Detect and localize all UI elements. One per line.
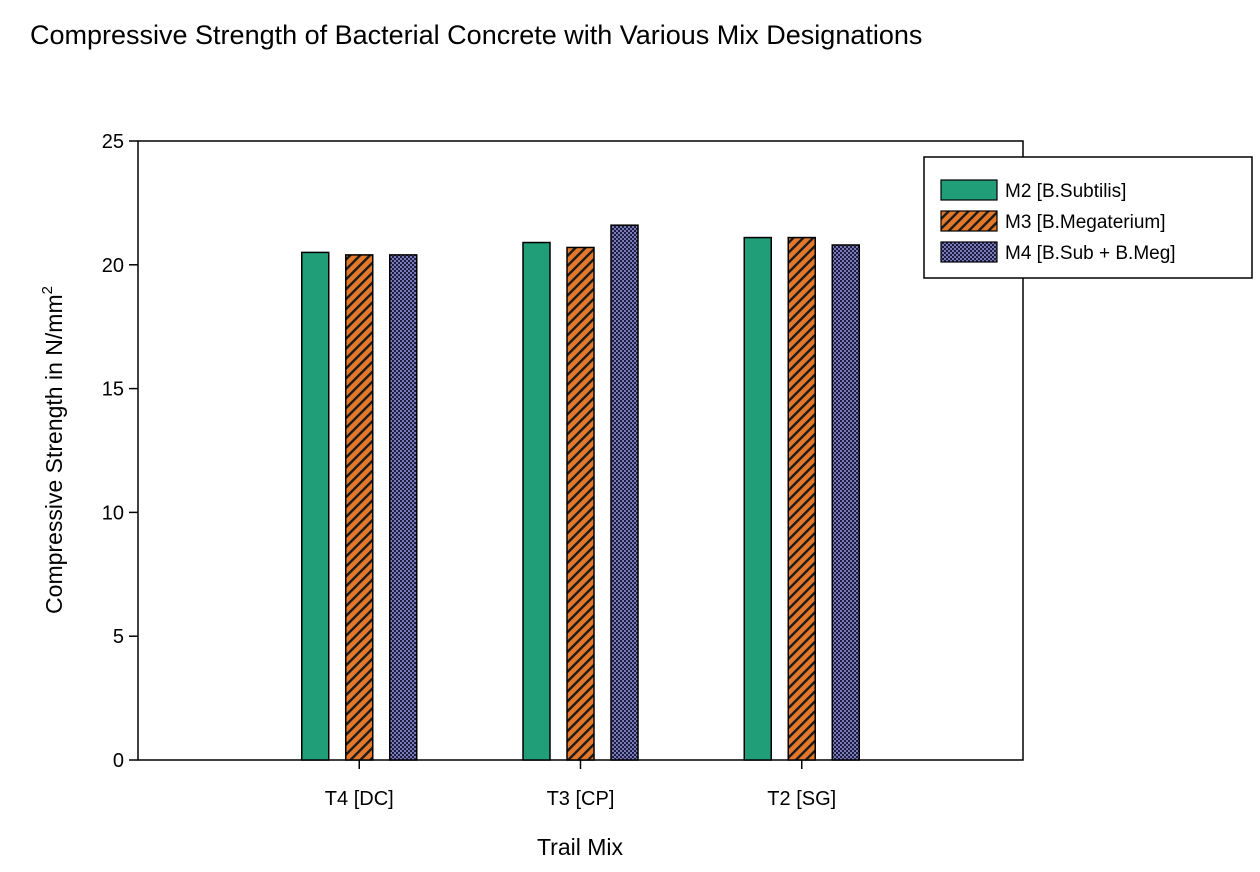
x-tick-label: T2 [SG] xyxy=(767,788,836,810)
bar-3-1 xyxy=(389,254,418,761)
bar-2-3 xyxy=(787,236,816,761)
bar-3-2 xyxy=(610,224,639,761)
legend-swatch xyxy=(940,179,998,201)
legend-swatch xyxy=(940,210,998,232)
bars xyxy=(301,224,860,761)
y-tick-label: 15 xyxy=(102,379,124,401)
x-tick-label: T4 [DC] xyxy=(325,788,394,810)
y-tick-label: 0 xyxy=(113,750,124,772)
y-tick-label: 25 xyxy=(102,131,124,153)
y-tick-label: 5 xyxy=(113,626,124,648)
legend-label: M2 [B.Subtilis] xyxy=(1005,181,1126,202)
y-axis: 0 5 10 15 20 25 xyxy=(102,131,138,772)
legend-label: M3 [B.Megaterium] xyxy=(1005,212,1166,233)
y-axis-label-text: Compressive Strength in N/mm xyxy=(41,294,67,614)
x-tick-label: T3 [CP] xyxy=(547,788,615,810)
legend-label: M4 [B.Sub + B.Meg] xyxy=(1005,243,1176,264)
legend-swatch xyxy=(940,241,998,263)
bar-3-3 xyxy=(831,244,860,761)
legend: M2 [B.Subtilis] M3 [B.Megaterium] M4 [B.Su… xyxy=(923,156,1253,279)
x-axis: T4 [DC] T3 [CP] T2 [SG] xyxy=(325,760,836,810)
bar-1-3 xyxy=(743,236,772,761)
bar-2-1 xyxy=(345,254,374,761)
x-axis-label: Trail Mix xyxy=(537,834,624,860)
bar-1-1 xyxy=(301,251,330,761)
bar-1-2 xyxy=(522,241,551,761)
y-axis-label: Compressive Strength in N/mm2 xyxy=(39,286,67,614)
chart-title: Compressive Strength of Bacterial Concre… xyxy=(30,20,922,50)
bar-2-2 xyxy=(566,246,595,761)
y-tick-label: 20 xyxy=(102,255,124,277)
y-tick-label: 10 xyxy=(102,502,124,524)
y-axis-label-superscript: 2 xyxy=(39,286,56,294)
